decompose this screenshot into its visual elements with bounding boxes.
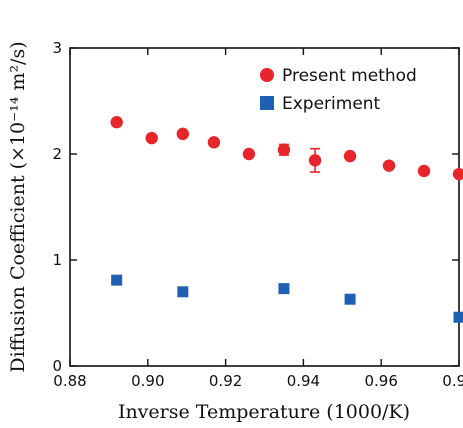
experiment-point xyxy=(453,311,463,323)
y-tick-label: 2 xyxy=(52,145,62,163)
experiment-point xyxy=(278,283,290,295)
x-tick-label: 0.88 xyxy=(53,372,86,390)
x-axis: 0.88 0.90 0.92 0.94 0.96 0.98 xyxy=(53,48,463,390)
present-method-point xyxy=(176,127,190,141)
legend-label: Experiment xyxy=(282,94,381,114)
legend: Present method Experiment xyxy=(260,66,417,114)
present-method-point xyxy=(145,131,158,145)
present-method-point xyxy=(110,116,123,129)
present-method-point xyxy=(242,147,256,161)
y-tick-label: 3 xyxy=(52,39,62,57)
present-method-point xyxy=(277,143,291,156)
legend-marker-circle xyxy=(260,68,274,82)
present-method-point xyxy=(207,136,221,149)
x-tick-label: 0.92 xyxy=(209,372,242,390)
x-tick-label: 0.94 xyxy=(287,372,320,390)
x-tick-label: 0.96 xyxy=(364,372,397,390)
y-tick-label: 1 xyxy=(52,251,62,269)
x-axis-title: Inverse Temperature (1000/K) xyxy=(118,401,410,423)
present-method-point xyxy=(308,154,322,167)
present-method-point xyxy=(382,159,396,172)
experiment-point xyxy=(344,293,356,305)
present-method-point xyxy=(343,149,357,163)
legend-marker-square xyxy=(260,96,274,110)
y-axis: 0 1 2 3 xyxy=(52,39,459,375)
experiment-point xyxy=(177,286,189,298)
experiment-point xyxy=(111,274,123,286)
data-marks xyxy=(110,116,463,323)
x-tick-label: 0.98 xyxy=(442,372,463,390)
y-axis-title: Diffusion Coefficient (×10⁻¹⁴ m²/s) xyxy=(7,41,29,372)
present-method-point xyxy=(452,167,463,181)
plot-area xyxy=(69,47,460,367)
x-tick-label: 0.90 xyxy=(131,372,164,390)
y-tick-label: 0 xyxy=(52,357,62,375)
legend-label: Present method xyxy=(282,66,417,86)
present-method-point xyxy=(417,164,431,178)
